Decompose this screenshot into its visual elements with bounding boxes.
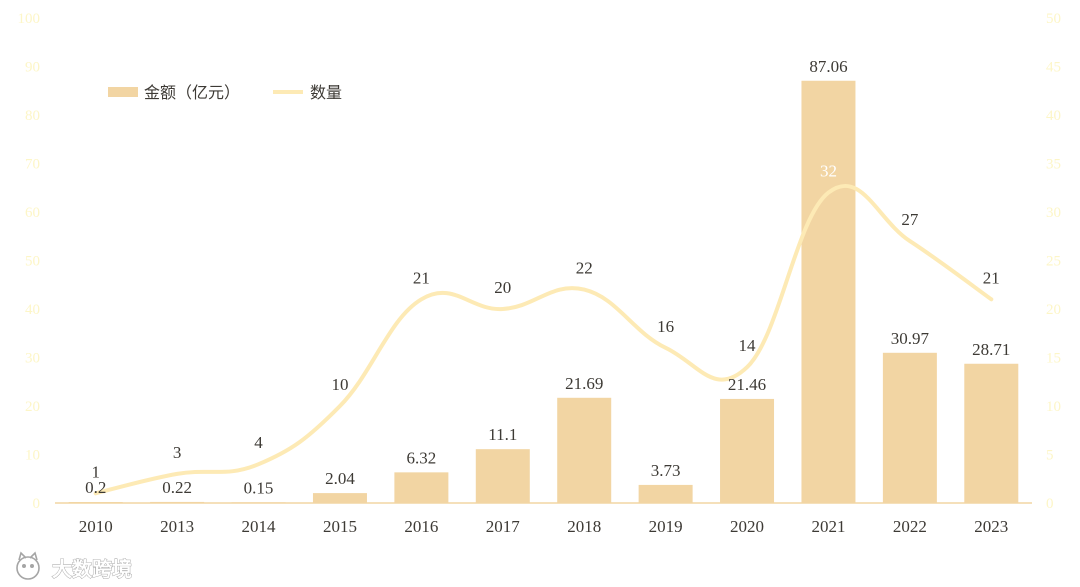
right-y-tick-label: 50: [1046, 11, 1061, 27]
bar-value-label: 87.06: [809, 57, 847, 76]
bar-value-label: 0.15: [244, 478, 274, 497]
right-y-tick-label: 10: [1046, 399, 1061, 415]
bar-value-label: 11.1: [488, 425, 517, 444]
x-tick-label: 2023: [974, 517, 1008, 536]
line-value-label: 3: [173, 443, 182, 462]
x-tick-label: 2014: [242, 517, 277, 536]
count-line: [93, 183, 994, 496]
bar: [964, 363, 1019, 503]
legend-bar-label: 金额（亿元）: [144, 83, 240, 102]
bar-value-label: 6.32: [407, 448, 437, 467]
bar: [312, 493, 367, 503]
watermark: 大数跨境: [16, 551, 132, 581]
x-tick-label: 2013: [160, 517, 194, 536]
line-value-label: 32: [820, 162, 837, 181]
bar-value-label: 0.22: [162, 478, 192, 497]
bar: [557, 397, 612, 503]
bar-value-label: 3.73: [651, 461, 681, 480]
x-tick-label: 2019: [649, 517, 683, 536]
cat-face-logo-icon: [16, 551, 40, 580]
x-tick-label: 2016: [404, 517, 438, 536]
watermark-text: 大数跨境: [52, 557, 132, 581]
x-tick-label: 2010: [79, 517, 113, 536]
right-y-tick-label: 5: [1046, 448, 1054, 464]
bar-value-label: 0.2: [85, 478, 106, 497]
right-y-tick-label: 25: [1046, 254, 1061, 270]
left-y-tick-label: 70: [25, 157, 40, 173]
line-value-label: 10: [331, 375, 348, 394]
x-tick-label: 2021: [811, 517, 845, 536]
x-tick-label: 2015: [323, 517, 357, 536]
bar: [882, 352, 937, 503]
bar: [638, 484, 693, 503]
line-value-label: 27: [901, 210, 919, 229]
x-tick-label: 2020: [730, 517, 764, 536]
bar-value-label: 28.71: [972, 340, 1010, 359]
line-value-labels: 1 3 4 10 21 20 22 16 14 32 27 21: [91, 162, 999, 482]
right-y-tick-label: 15: [1046, 351, 1061, 367]
bar: [475, 449, 530, 503]
left-y-tick-label: 10: [25, 448, 40, 464]
legend-line-label: 数量: [310, 83, 342, 102]
line-value-label: 16: [657, 317, 674, 336]
line-value-label: 1: [91, 462, 100, 481]
right-y-tick-label: 35: [1046, 157, 1061, 173]
bar-value-label: 2.04: [325, 469, 355, 488]
line-value-label: 21: [983, 268, 1000, 287]
right-y-tick-label: 45: [1046, 60, 1061, 76]
left-y-tick-label: 90: [25, 60, 40, 76]
left-y-tick-label: 30: [25, 351, 40, 367]
bar-value-label: 21.46: [728, 375, 766, 394]
x-axis: 2010 2013 2014 2015 2016 2017 2018 2019 2020 2021…: [79, 517, 1009, 536]
x-tick-label: 2017: [486, 517, 521, 536]
left-y-tick-label: 50: [25, 254, 40, 270]
right-y-tick-label: 0: [1046, 496, 1054, 512]
bar-value-labels: 0.2 0.22 0.15 2.04 6.32 11.1 21.69 3.73 21.46 87.…: [85, 57, 1010, 498]
bar-series: [68, 80, 1019, 503]
left-y-tick-label: 60: [25, 205, 40, 221]
line-value-label: 21: [413, 268, 430, 287]
bar: [801, 80, 856, 503]
right-y-tick-label: 20: [1046, 302, 1061, 318]
left-y-tick-label: 80: [25, 108, 40, 124]
bar-value-label: 21.69: [565, 374, 603, 393]
legend-bar-swatch: [108, 87, 138, 97]
bar: [720, 398, 775, 503]
legend: 金额（亿元） 数量: [108, 83, 342, 102]
line-value-label: 14: [739, 336, 757, 355]
line-value-label: 20: [494, 278, 511, 297]
left-y-tick-label: 20: [25, 399, 40, 415]
right-y-tick-label: 30: [1046, 205, 1061, 221]
left-y-axis: 0 10 20 30 40 50 60 70 80 90 100: [18, 11, 41, 512]
left-y-tick-label: 40: [25, 302, 40, 318]
bar: [394, 472, 449, 503]
left-y-tick-label: 100: [18, 11, 41, 27]
line-value-label: 4: [254, 433, 263, 452]
x-tick-label: 2018: [567, 517, 601, 536]
left-y-tick-label: 0: [33, 496, 41, 512]
line-value-label: 22: [576, 259, 593, 278]
right-y-axis: 0 5 10 15 20 25 30 35 40 45 50: [1046, 11, 1061, 512]
x-tick-label: 2022: [893, 517, 927, 536]
right-y-tick-label: 40: [1046, 108, 1061, 124]
bar-value-label: 30.97: [891, 329, 930, 348]
